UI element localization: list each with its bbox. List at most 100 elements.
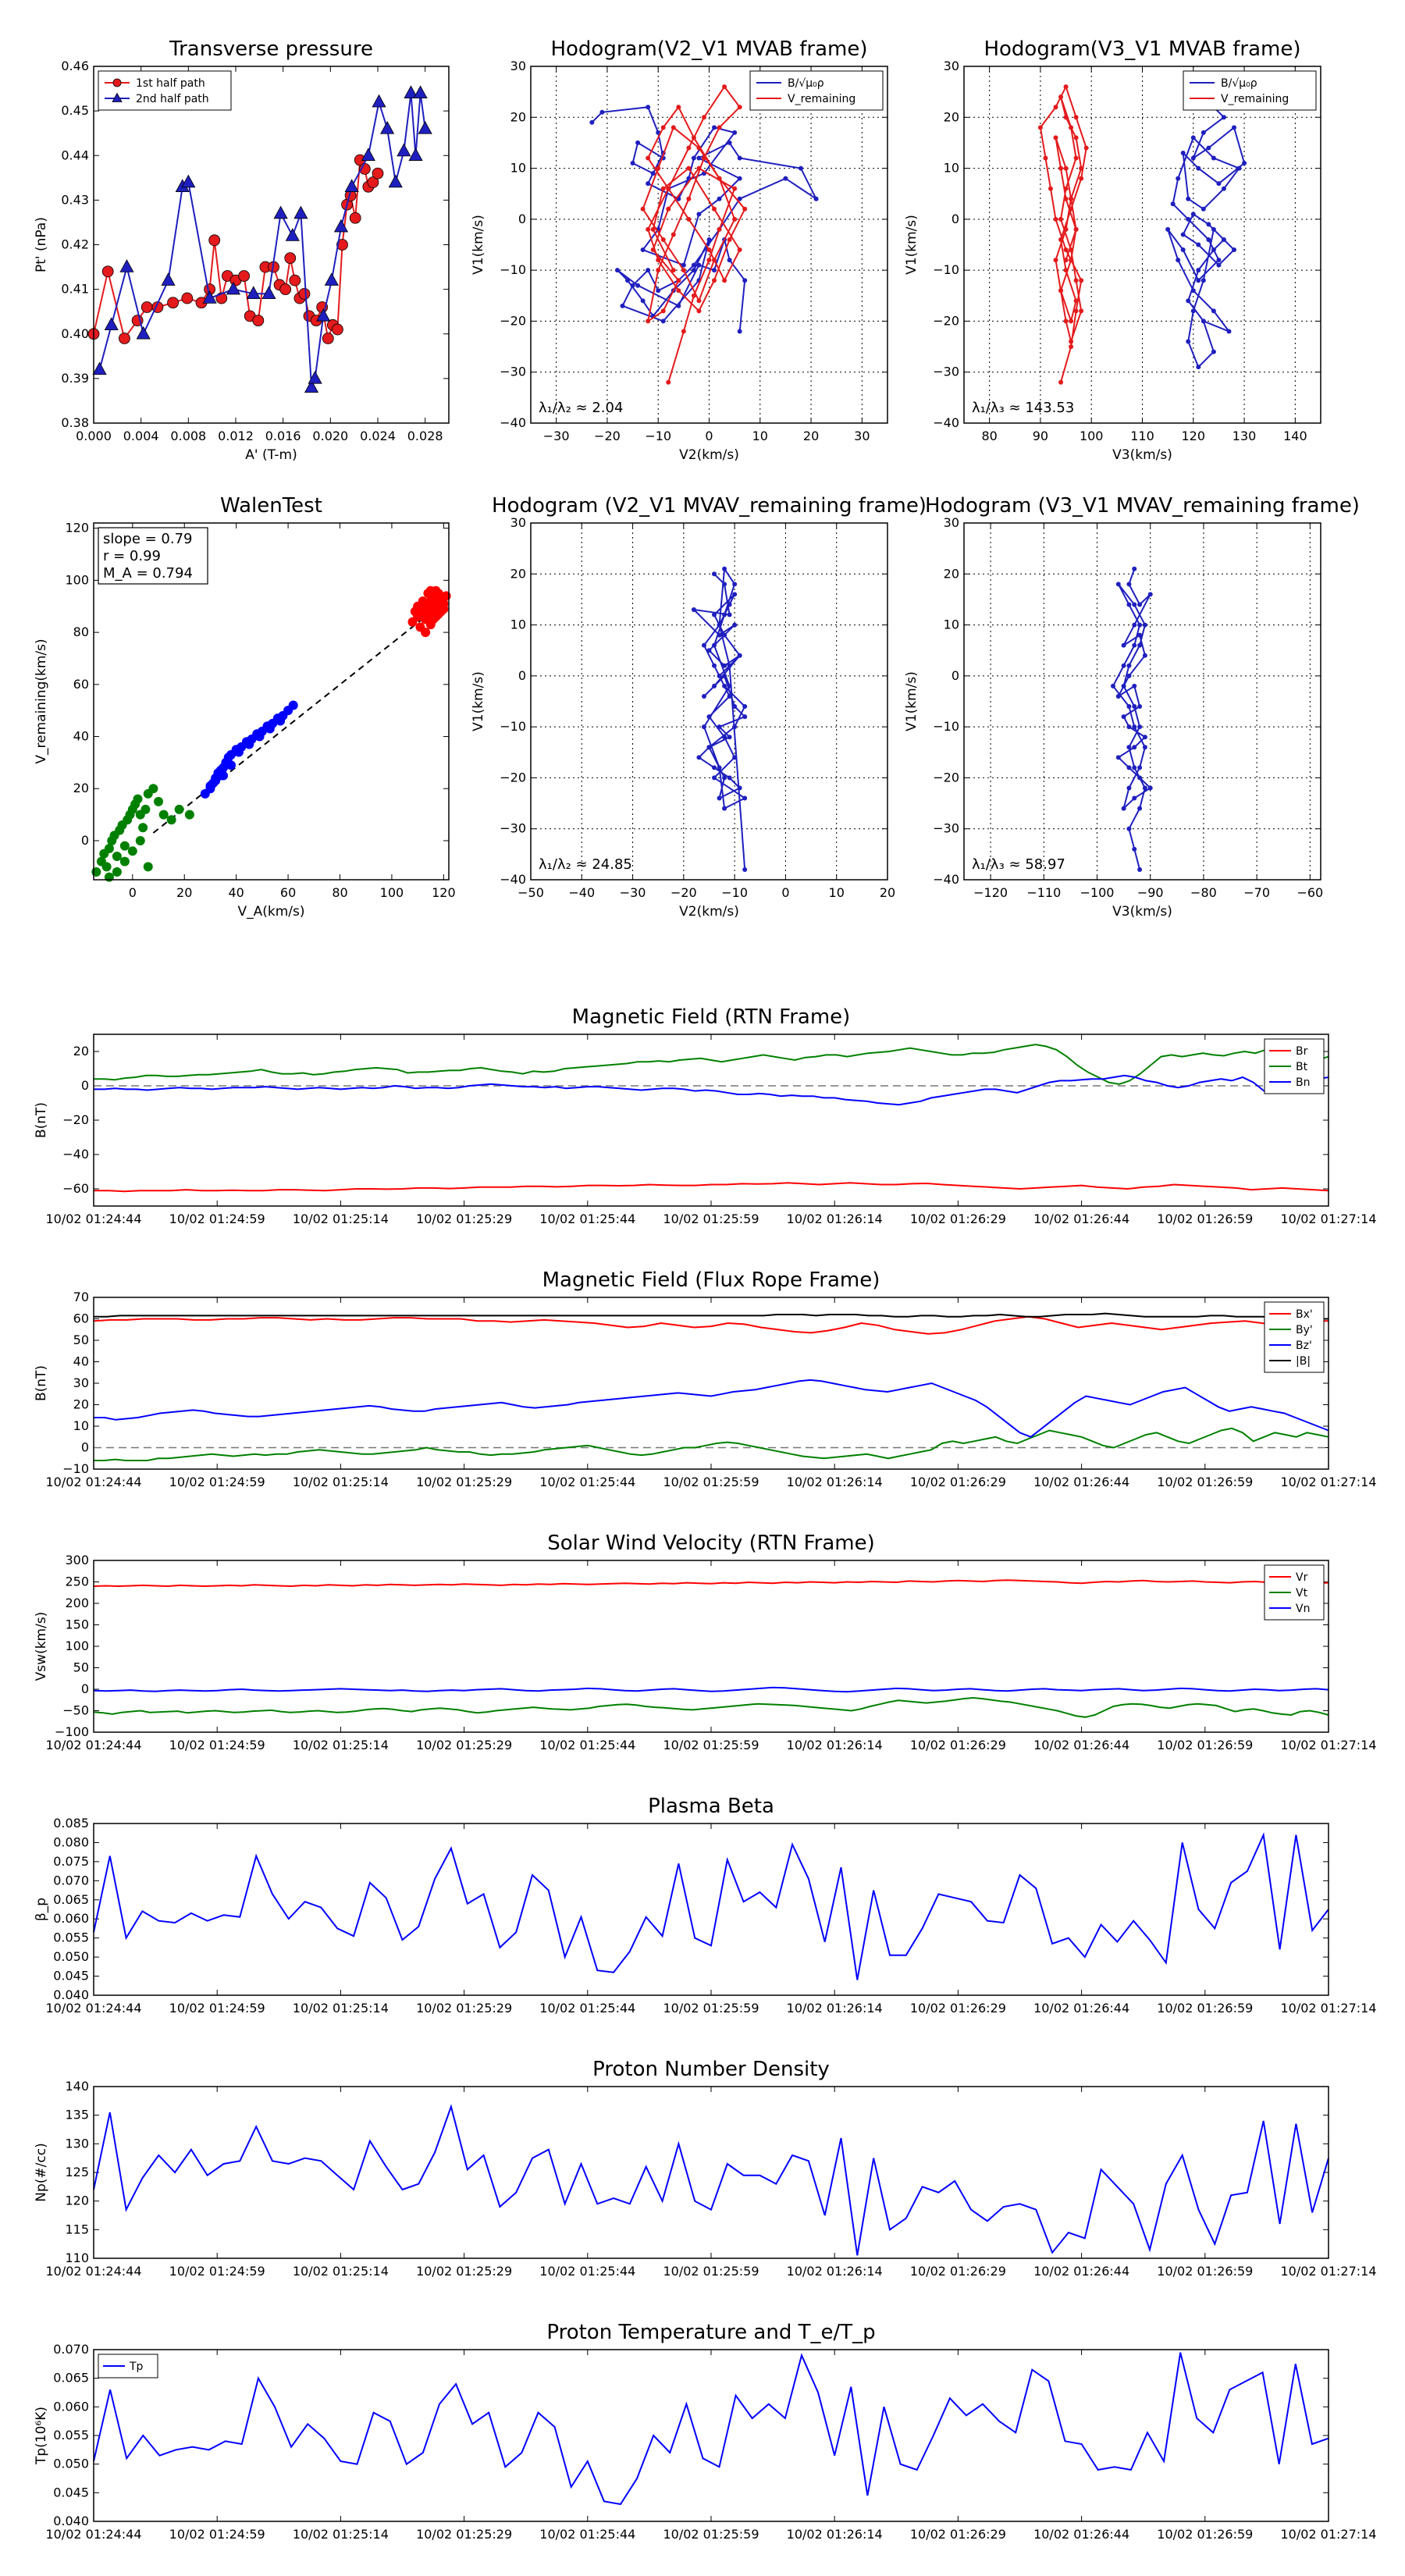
x-tick-label: 10/02 01:26:44 — [1033, 2264, 1129, 2279]
series-marker — [1115, 693, 1121, 699]
x-tick-label: 0.004 — [123, 429, 159, 443]
marker-point — [140, 301, 153, 313]
x-tick-label: 110 — [1130, 429, 1154, 443]
marker-point — [181, 292, 194, 304]
series-marker — [1132, 683, 1137, 688]
series-marker — [1121, 642, 1126, 648]
y-tick-label: −40 — [500, 872, 526, 887]
x-tick-label: 10/02 01:25:29 — [416, 2264, 512, 2279]
series-marker — [1211, 308, 1216, 314]
marker-point — [298, 287, 311, 300]
series-marker — [656, 258, 661, 263]
y-tick-label: 125 — [65, 2165, 89, 2179]
series-marker — [1221, 115, 1226, 120]
series-marker — [589, 119, 595, 125]
fit-line — [152, 605, 439, 834]
x-tick-label: 10/02 01:25:14 — [293, 1212, 389, 1226]
series-marker — [722, 84, 727, 90]
series-marker — [706, 237, 712, 242]
series-marker — [646, 226, 651, 232]
series-marker — [635, 140, 641, 145]
x-tick-label: 120 — [432, 885, 456, 900]
x-tick-label: 10/02 01:24:59 — [169, 1212, 265, 1226]
series-marker — [660, 186, 666, 191]
y-tick-label: −30 — [933, 365, 959, 379]
series-line — [692, 566, 747, 870]
marker-point — [372, 94, 386, 108]
x-tick-label: 10/02 01:24:44 — [45, 2527, 141, 2542]
series-marker — [660, 318, 666, 324]
y-tick-label: 0.38 — [61, 415, 89, 430]
series-marker — [737, 196, 742, 201]
series-marker — [732, 704, 738, 710]
series-marker — [717, 125, 722, 130]
series-marker — [727, 693, 732, 699]
x-tick-label: 10/02 01:25:59 — [663, 1475, 759, 1489]
x-tick-label: 10/02 01:25:44 — [539, 1212, 635, 1226]
scatter-point — [127, 846, 137, 856]
y-tick-label: 10 — [510, 161, 526, 176]
y-tick-label: 0.40 — [61, 326, 89, 341]
series-line — [93, 2104, 1329, 2256]
legend-entry: Br — [1296, 1045, 1308, 1058]
x-tick-label: 10/02 01:25:14 — [293, 2264, 389, 2279]
y-tick-label: 30 — [510, 515, 526, 530]
series-marker — [696, 212, 702, 217]
series-marker — [666, 186, 671, 191]
y-tick-label: −50 — [62, 1703, 89, 1718]
x-tick-label: 10/02 01:27:14 — [1280, 2527, 1376, 2542]
series-marker — [686, 165, 692, 171]
series-marker — [712, 125, 717, 130]
x-axis-label: V2(km/s) — [679, 904, 739, 920]
series-marker — [727, 258, 732, 263]
series-marker — [660, 125, 666, 130]
series-marker — [681, 329, 686, 334]
series-marker — [1069, 344, 1074, 350]
x-tick-label: 0 — [781, 885, 789, 900]
chart-title: Plasma Beta — [648, 1795, 774, 1818]
series-marker — [1132, 846, 1137, 852]
x-tick-label: 20 — [803, 429, 819, 443]
x-tick-label: 0.028 — [407, 429, 443, 443]
x-tick-label: 10/02 01:25:59 — [663, 1738, 759, 1752]
marker-point — [316, 308, 331, 322]
series-marker — [722, 632, 727, 638]
y-tick-label: −10 — [933, 262, 959, 277]
series-marker — [1073, 115, 1079, 120]
legend-entry: Vn — [1296, 1603, 1310, 1615]
series-marker — [696, 262, 702, 268]
series-marker — [1196, 242, 1201, 247]
marker-point — [397, 143, 411, 157]
series-marker — [656, 268, 661, 273]
scatter-point — [226, 760, 237, 770]
chart-h1: Hodogram(V2_V1 MVAB frame) −40 −30 −20 −10 0 1… — [471, 37, 888, 463]
x-tick-label: 10/02 01:25:29 — [416, 1738, 512, 1752]
series-marker — [737, 785, 742, 791]
x-tick-label: −120 — [973, 885, 1008, 900]
marker-point — [388, 174, 403, 188]
y-axis-label: Np(#/cc) — [34, 2143, 49, 2201]
series-marker — [1190, 308, 1196, 314]
series-marker — [1121, 683, 1126, 688]
scatter-point — [421, 628, 431, 638]
series-marker — [712, 612, 717, 617]
marker-point — [361, 148, 375, 161]
scatter-point — [133, 794, 143, 804]
series-marker — [1079, 278, 1084, 283]
series-line — [642, 85, 746, 383]
y-tick-label: 0.060 — [53, 1911, 89, 1926]
scatter-point — [154, 796, 164, 806]
x-tick-label: 10/02 01:25:44 — [539, 2264, 635, 2279]
series-marker — [722, 278, 727, 283]
series-marker — [1073, 308, 1079, 314]
series-marker — [717, 673, 722, 678]
series-marker — [1037, 125, 1043, 130]
series-marker — [1053, 135, 1058, 141]
marker-point — [279, 283, 292, 296]
series-marker — [625, 278, 631, 283]
x-tick-label: 10/02 01:26:44 — [1033, 1212, 1129, 1226]
chart-title: Hodogram(V2_V1 MVAB frame) — [550, 37, 867, 61]
y-tick-label: 300 — [65, 1553, 89, 1567]
series-marker — [717, 632, 722, 638]
